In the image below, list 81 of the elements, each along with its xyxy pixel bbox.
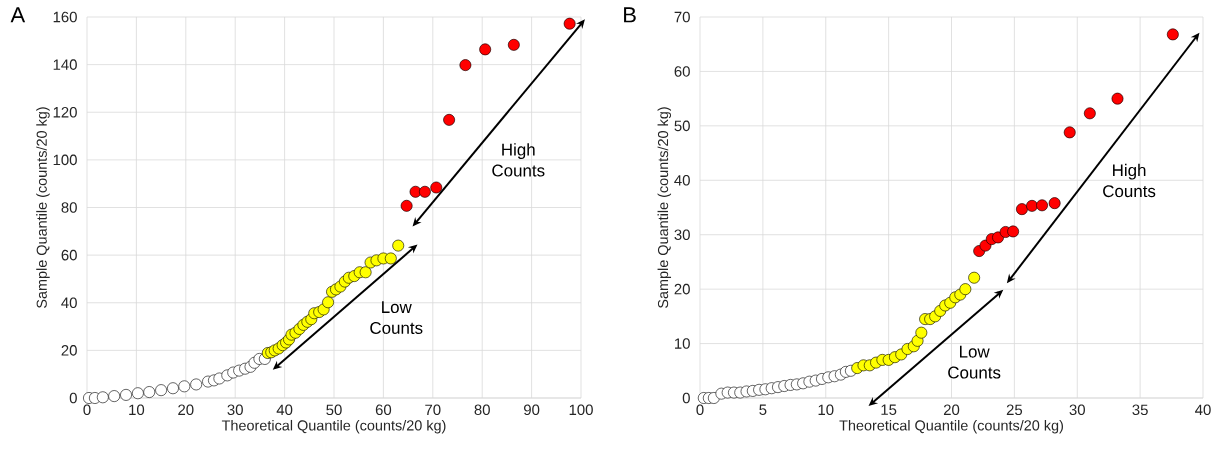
y-tick-label: 70: [674, 11, 690, 23]
x-tick-label: 10: [129, 404, 145, 416]
point: [419, 185, 431, 198]
point: [915, 326, 928, 339]
x-tick-label: 40: [1195, 404, 1211, 416]
point: [131, 387, 144, 400]
y-axis-title: Sample Quantile (counts/20 kg): [36, 107, 50, 309]
x-tick-label: 100: [569, 404, 593, 416]
point: [1166, 28, 1179, 41]
y-axis-title: Sample Quantile (counts/20 kg): [657, 107, 672, 309]
x-tick-label: 30: [1069, 404, 1085, 416]
y-tick-label: 80: [61, 202, 77, 213]
point: [459, 59, 472, 71]
x-tick-label: 70: [425, 404, 441, 416]
point: [96, 391, 109, 404]
annotation: High Counts: [1103, 163, 1156, 198]
x-tick-label: 20: [178, 404, 194, 416]
x-tick-label: 5: [759, 404, 767, 415]
annotation: Low Counts: [370, 301, 423, 334]
point: [108, 390, 121, 402]
y-tick-label: 140: [53, 59, 77, 70]
chart-title: B: [624, 7, 636, 23]
y-tick-label: 100: [53, 154, 77, 166]
point: [392, 239, 405, 252]
x-tick-label: 10: [818, 404, 834, 416]
point: [1036, 199, 1048, 212]
point: [322, 296, 334, 309]
point: [443, 113, 456, 126]
point: [1026, 199, 1038, 212]
annotation: High Counts: [492, 143, 545, 177]
point: [167, 382, 179, 395]
x-axis-title: Theoretical Quantile (counts/20 kg): [839, 419, 1063, 434]
point: [968, 271, 981, 284]
x-axis-title: Theoretical Quantile (counts/20 kg): [221, 419, 446, 434]
x-tick-label: 35: [1132, 404, 1148, 416]
x-tick-label: 60: [375, 404, 392, 416]
x-tick-label: 50: [326, 404, 342, 416]
point: [959, 283, 972, 296]
x-tick-label: 30: [227, 404, 243, 416]
y-tick-label: 10: [675, 338, 690, 349]
point: [1063, 126, 1076, 139]
y-tick-label: 60: [674, 66, 690, 77]
x-tick-label: 40: [276, 404, 293, 416]
x-tick-label: 0: [696, 404, 704, 416]
point: [155, 384, 167, 397]
y-tick-label: 0: [682, 392, 690, 404]
point: [120, 389, 132, 401]
point: [1016, 203, 1028, 216]
y-tick-label: 60: [61, 249, 77, 261]
x-tick-label: 20: [943, 404, 960, 416]
point: [1007, 225, 1020, 238]
point: [430, 181, 443, 194]
y-tick-label: 0: [69, 392, 77, 404]
point: [1048, 197, 1061, 210]
chart-title: A: [10, 7, 26, 23]
y-tick-label: 120: [53, 106, 77, 118]
point: [178, 380, 191, 393]
x-tick-label: 15: [881, 404, 897, 415]
point: [143, 386, 156, 398]
x-tick-label: 0: [83, 404, 91, 416]
point: [1083, 107, 1096, 120]
point: [479, 43, 492, 56]
annotation: Low Counts: [948, 345, 1001, 379]
point: [409, 185, 422, 198]
point: [190, 378, 203, 391]
y-tick-label: 40: [61, 297, 77, 309]
y-tick-label: 20: [61, 345, 77, 356]
point: [359, 266, 372, 279]
y-tick-label: 20: [674, 283, 690, 295]
y-tick-label: 160: [53, 11, 77, 23]
x-tick-label: 90: [524, 404, 540, 416]
y-tick-label: 40: [674, 174, 690, 186]
point: [507, 38, 520, 51]
y-tick-label: 30: [674, 229, 690, 240]
point: [384, 252, 397, 265]
point: [400, 199, 413, 212]
point: [1111, 92, 1124, 105]
x-tick-label: 80: [474, 404, 490, 416]
y-tick-label: 50: [674, 120, 690, 132]
x-tick-label: 25: [1006, 404, 1023, 416]
point: [563, 17, 576, 30]
